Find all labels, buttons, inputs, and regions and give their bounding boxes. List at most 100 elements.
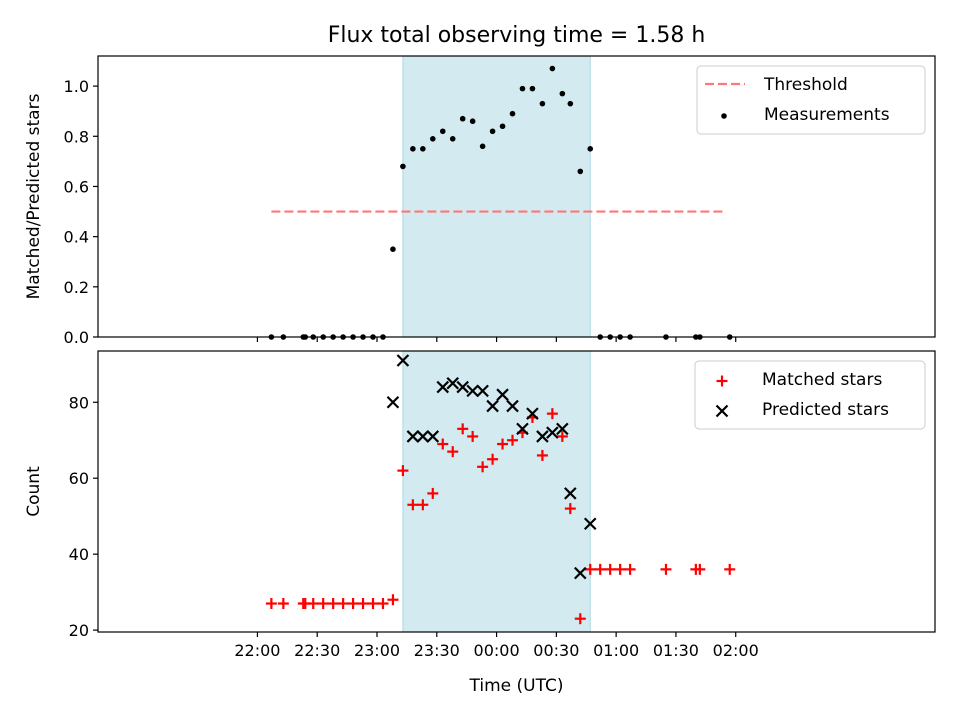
y-tick-label: 0.2 xyxy=(64,278,89,297)
x-tick-label: 01:30 xyxy=(653,641,699,660)
x-axis-label: Time (UTC) xyxy=(469,676,564,696)
matched-stars-point xyxy=(574,613,586,625)
predicted-stars-point xyxy=(436,380,450,394)
y-tick-label: 20 xyxy=(69,621,89,640)
matched-stars-point xyxy=(387,594,399,606)
matched-stars-point xyxy=(614,563,626,575)
matched-stars-point xyxy=(277,598,289,610)
predicted-stars-series xyxy=(386,354,597,580)
matched-stars-point xyxy=(417,499,429,511)
predicted-stars-point xyxy=(476,384,489,398)
predicted-stars-point xyxy=(426,430,440,443)
count-panel: 20 40 60 80 22:00 22:30 23:00 23:30 00:00 00:30 01… xyxy=(24,350,936,660)
measurements-point xyxy=(559,90,566,97)
matched-stars-point xyxy=(584,563,596,575)
predicted-stars-point xyxy=(564,487,577,500)
measurements-point xyxy=(400,163,406,170)
legend: Threshold Measurements xyxy=(696,65,926,135)
matched-stars-point xyxy=(307,598,319,610)
matched-stars-point xyxy=(407,499,419,511)
matched-stars-point xyxy=(604,563,616,575)
matched-stars-point xyxy=(546,408,558,420)
x-tick-label: 00:30 xyxy=(533,641,579,660)
axes-frame xyxy=(97,55,936,338)
y-axis-label: Matched/Predicted stars xyxy=(24,93,44,299)
legend-predicted-stars-point xyxy=(715,404,729,418)
measurements-point xyxy=(577,168,584,175)
legend-box xyxy=(696,65,926,135)
predicted-stars-point xyxy=(516,422,529,436)
matched-stars-point xyxy=(427,487,439,499)
matched-stars-point xyxy=(457,423,469,435)
measurements-point xyxy=(587,146,594,152)
legend-label: Matched stars xyxy=(762,370,882,390)
matched-stars-point xyxy=(357,598,369,610)
legend-matched-stars-point xyxy=(716,375,728,387)
matched-stars-point xyxy=(497,438,509,450)
chart-title: Flux total observing time = 1.58 h xyxy=(328,23,706,48)
y-tick-label: 0.4 xyxy=(64,228,89,247)
predicted-stars-point xyxy=(396,354,410,367)
matched-stars-point xyxy=(660,563,672,575)
legend-label: Threshold xyxy=(763,75,848,95)
predicted-stars-point xyxy=(496,388,509,401)
matched-stars-point xyxy=(507,434,519,446)
matched-stars-point xyxy=(397,465,409,477)
predicted-stars-point xyxy=(556,422,569,436)
x-tick-label: 00:00 xyxy=(474,641,520,660)
x-tick-label: 01:00 xyxy=(593,641,639,660)
matched-stars-point xyxy=(624,563,636,575)
predicted-stars-point xyxy=(456,380,469,394)
matched-stars-point xyxy=(467,430,479,442)
axes-frame xyxy=(97,350,936,633)
measurements-point xyxy=(479,143,486,150)
predicted-stars-point xyxy=(573,566,587,580)
measurements-point xyxy=(519,85,526,92)
y-tick-label: 60 xyxy=(69,469,89,488)
y-tick-label: 40 xyxy=(69,545,89,564)
measurements-point xyxy=(439,128,446,135)
matched-stars-point xyxy=(367,598,379,610)
predicted-stars-point xyxy=(546,426,559,439)
measurements-point xyxy=(567,100,574,107)
measurements-point xyxy=(410,146,416,152)
matched-stars-point xyxy=(536,449,548,461)
y-tick-label: 80 xyxy=(69,393,89,412)
legend-label: Predicted stars xyxy=(762,400,889,420)
y-tick-label: 0.0 xyxy=(64,328,89,347)
matched-stars-point xyxy=(694,563,706,575)
observing-window xyxy=(402,56,591,337)
matched-stars-point xyxy=(556,430,568,442)
predicted-stars-point xyxy=(486,399,499,413)
matched-stars-point xyxy=(594,563,606,575)
matched-stars-point xyxy=(327,598,339,610)
measurements-point xyxy=(549,65,556,72)
y-tick-label: 1.0 xyxy=(64,77,89,96)
x-tick-label: 02:00 xyxy=(713,641,759,660)
matched-stars-point xyxy=(437,438,449,450)
predicted-stars-point xyxy=(446,376,460,390)
measurements-point xyxy=(539,100,546,107)
legend-measurements-point xyxy=(721,113,727,119)
matched-stars-point xyxy=(377,598,389,610)
predicted-stars-point xyxy=(416,430,430,443)
y-tick-label: 0.6 xyxy=(64,177,89,196)
legend-label: Measurements xyxy=(764,105,890,125)
predicted-stars-point xyxy=(386,395,400,409)
matched-stars-point xyxy=(265,598,277,610)
x-tick-label: 22:30 xyxy=(294,641,340,660)
measurements-point xyxy=(499,123,506,130)
y-tick-label: 0.8 xyxy=(64,127,89,146)
legend-box xyxy=(694,360,926,430)
predicted-stars-point xyxy=(406,430,420,443)
measurements-point xyxy=(430,135,436,142)
matched-stars-point xyxy=(347,598,359,610)
predicted-stars-point xyxy=(583,517,597,531)
legend: Matched stars Predicted stars xyxy=(694,360,926,430)
legend-swatch xyxy=(715,404,729,418)
matched-stars-point xyxy=(447,446,459,458)
matched-stars-point xyxy=(487,453,499,465)
measurements-point xyxy=(420,146,426,152)
observing-window xyxy=(402,351,591,632)
